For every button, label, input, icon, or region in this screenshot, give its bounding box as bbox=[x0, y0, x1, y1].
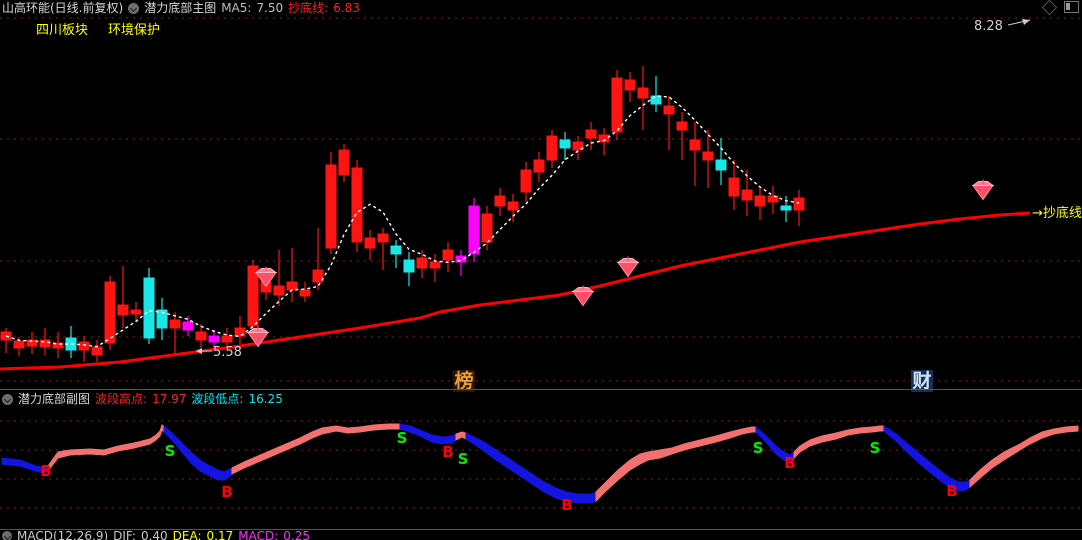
bottomline-value: 6.83 bbox=[333, 1, 360, 15]
low-price-callout: 5.58 bbox=[196, 345, 242, 360]
gem-signal-icon bbox=[254, 266, 278, 288]
gem-signal-icon bbox=[971, 179, 995, 201]
buy-signal-marker: B bbox=[946, 482, 957, 500]
indicator-name[interactable]: 潜力底部主图 bbox=[144, 1, 217, 15]
candle-series bbox=[0, 66, 805, 362]
high-price-callout: 8.28 bbox=[974, 19, 1031, 34]
swing-low-label: 波段低点: bbox=[191, 392, 244, 406]
main-chart-pane[interactable]: →抄底线 5.58 8.28 bbox=[0, 10, 1082, 390]
chevron-down-circle-icon[interactable] bbox=[128, 2, 140, 14]
dea-label: DEA: bbox=[172, 531, 202, 540]
sector-tag-environment[interactable]: 环境保护 bbox=[108, 22, 161, 38]
main-chart-svg[interactable]: →抄底线 5.58 8.28 bbox=[0, 10, 1082, 390]
header-icon-group bbox=[1041, 0, 1079, 15]
chevron-down-circle-icon[interactable] bbox=[2, 531, 12, 540]
ma5-value: 7.50 bbox=[256, 1, 284, 15]
sell-signal-marker: S bbox=[165, 442, 176, 460]
chevron-down-circle-icon[interactable] bbox=[2, 393, 13, 405]
dif-label: DIF: bbox=[113, 531, 136, 540]
split-panel-icon[interactable] bbox=[1064, 1, 1079, 13]
gem-signal-icon bbox=[246, 326, 270, 348]
pane-divider-top[interactable] bbox=[0, 389, 1082, 390]
diamond-outline-icon[interactable] bbox=[1041, 0, 1058, 15]
gem-marker-series bbox=[246, 179, 995, 348]
ma5-label: MA5: bbox=[221, 1, 252, 15]
swing-high-value: 17.97 bbox=[152, 392, 187, 406]
gem-signal-icon bbox=[571, 285, 595, 307]
buy-signal-marker: B bbox=[442, 443, 453, 461]
sell-signal-marker: S bbox=[458, 450, 469, 468]
watermark-bang: 榜 bbox=[453, 370, 475, 392]
momentum-band-series bbox=[1, 423, 1079, 504]
sector-tag-row: 四川板块 环境保护 bbox=[0, 18, 1082, 38]
macd-panel-header: MACD(12,26,9) DIF: 0.40 DEA: 0.17 MACD: … bbox=[0, 531, 1082, 540]
watermark-cai: 财 bbox=[911, 370, 933, 392]
main-chart-header: 山高环能(日线.前复权) 潜力底部主图 MA5: 7.50 抄底线: 6.83 bbox=[0, 0, 1082, 16]
sector-tag-sichuan[interactable]: 四川板块 bbox=[36, 22, 89, 38]
gem-signal-icon bbox=[616, 256, 640, 278]
dif-value: 0.40 bbox=[140, 531, 168, 540]
buy-signal-marker: B bbox=[561, 496, 572, 514]
bottomline-label: 抄底线: bbox=[288, 1, 329, 15]
macd-indicator-name[interactable]: MACD(12,26,9) bbox=[17, 531, 109, 540]
svg-text:8.28: 8.28 bbox=[974, 19, 1003, 34]
buy-signal-marker: B bbox=[784, 454, 795, 472]
sell-signal-marker: S bbox=[397, 429, 408, 447]
swing-high-label: 波段高点: bbox=[95, 392, 148, 406]
dea-value: 0.17 bbox=[206, 531, 234, 540]
sub-indicator-name[interactable]: 潜力底部副图 bbox=[18, 392, 91, 406]
sell-signal-marker: S bbox=[870, 439, 881, 457]
stock-title: 山高环能(日线.前复权) bbox=[2, 1, 124, 15]
buy-signal-marker: B bbox=[221, 483, 232, 501]
swing-low-value: 16.25 bbox=[248, 392, 283, 406]
pane-divider-bottom[interactable] bbox=[0, 529, 1082, 530]
bottom-line-label: →抄底线 bbox=[1032, 205, 1082, 221]
svg-text:5.58: 5.58 bbox=[213, 345, 242, 360]
macd-value: 0.25 bbox=[283, 531, 310, 540]
buy-signal-marker: B bbox=[40, 462, 51, 480]
sell-signal-marker: S bbox=[753, 439, 764, 457]
macd-label: MACD: bbox=[238, 531, 279, 540]
sub-chart-header: 潜力底部副图 波段高点: 17.97 波段低点: 16.25 bbox=[0, 391, 1082, 407]
